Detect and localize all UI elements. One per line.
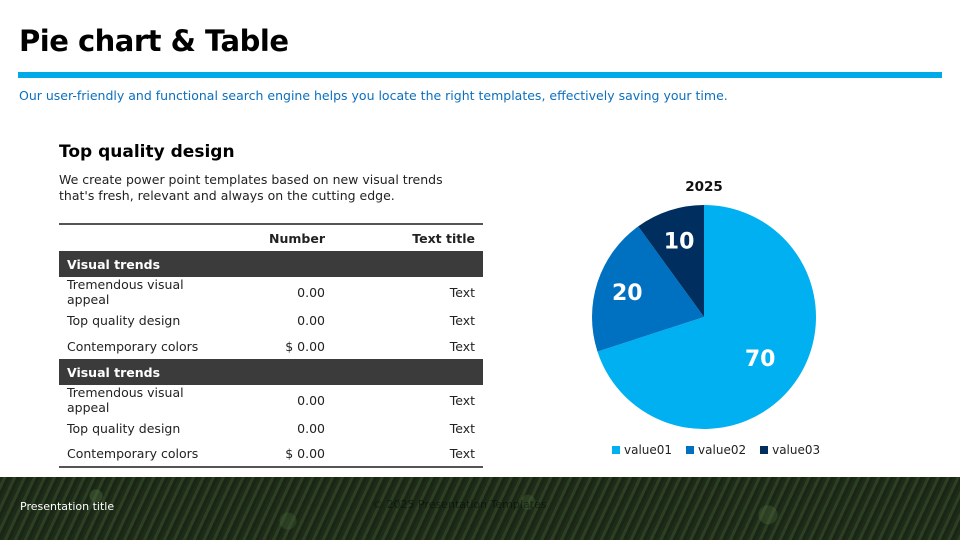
row-text: Text xyxy=(449,338,475,354)
pie-data-label: 20 xyxy=(612,281,643,306)
title-divider xyxy=(18,72,942,78)
legend-label: value02 xyxy=(698,443,747,457)
legend-item: value03 xyxy=(760,443,820,457)
legend-label: value03 xyxy=(772,443,821,457)
legend-swatch xyxy=(686,446,695,454)
chart-title: 2025 xyxy=(685,179,723,195)
row-text: Text xyxy=(333,441,483,468)
row-label: Contemporary colors xyxy=(59,441,213,468)
pie-data-label: 10 xyxy=(664,229,695,254)
pie-slice-value01 xyxy=(597,205,816,429)
table-row: Contemporary colors $ 0.00 Text xyxy=(59,441,483,468)
footer-bar: Presentation title © 2025 Presentation T… xyxy=(0,477,960,540)
row-number: $ 0.00 xyxy=(213,441,333,468)
table-header-cell: Text title xyxy=(333,223,483,251)
row-number: 0.00 xyxy=(297,392,325,408)
row-label: Tremendous visual appeal xyxy=(67,277,184,307)
legend-item: value02 xyxy=(686,443,746,457)
row-label: Tremendous visual appeal xyxy=(67,385,184,415)
table-row: Tremendous visual appeal 0.00 Text xyxy=(59,277,483,307)
section-heading: Top quality design xyxy=(59,142,235,162)
pie-chart: 2025 70 20 10 value01 value02 value03 xyxy=(570,170,870,470)
pie-data-label: 70 xyxy=(745,347,776,372)
group-label: Visual trends xyxy=(59,359,483,385)
row-label: Contemporary colors xyxy=(67,338,199,354)
row-text: Text xyxy=(449,284,475,300)
row-number: 0.00 xyxy=(297,312,325,328)
row-number: 0.00 xyxy=(297,284,325,300)
slide-subtitle: Our user-friendly and functional search … xyxy=(19,88,728,103)
table-group-row: Visual trends xyxy=(59,359,483,385)
slide-title: Pie chart & Table xyxy=(19,24,289,58)
table-group-row: Visual trends xyxy=(59,251,483,277)
pie-chart-svg: 70 20 10 xyxy=(592,205,816,429)
chart-legend: value01 value02 value03 xyxy=(612,443,820,457)
row-text: Text xyxy=(449,392,475,408)
row-text: Text xyxy=(449,312,475,328)
row-label: Top quality design xyxy=(67,420,181,436)
table-row: Contemporary colors $ 0.00 Text xyxy=(59,333,483,359)
data-table: Number Text title Visual trends Tremendo… xyxy=(59,223,483,468)
group-label: Visual trends xyxy=(59,251,483,277)
row-label: Top quality design xyxy=(67,312,181,328)
table-row: Top quality design 0.00 Text xyxy=(59,307,483,333)
row-number: $ 0.00 xyxy=(285,338,325,354)
table-row: Tremendous visual appeal 0.00 Text xyxy=(59,385,483,415)
legend-label: value01 xyxy=(624,443,673,457)
footer-presentation-title: Presentation title xyxy=(20,500,115,513)
table-header-cell: Number xyxy=(213,223,333,251)
section-description: We create power point templates based on… xyxy=(59,172,443,203)
pie-slice-value02 xyxy=(592,226,704,352)
row-number: 0.00 xyxy=(297,420,325,436)
row-text: Text xyxy=(449,420,475,436)
table-row: Top quality design 0.00 Text xyxy=(59,415,483,441)
table-header-row: Number Text title xyxy=(59,223,483,251)
table-header-cell xyxy=(59,223,213,251)
legend-item: value01 xyxy=(612,443,672,457)
footer-copyright: © 2025 Presentation Templates xyxy=(372,498,547,511)
pie-slice-value03 xyxy=(638,205,704,317)
legend-swatch xyxy=(612,446,620,454)
legend-swatch xyxy=(760,446,769,454)
